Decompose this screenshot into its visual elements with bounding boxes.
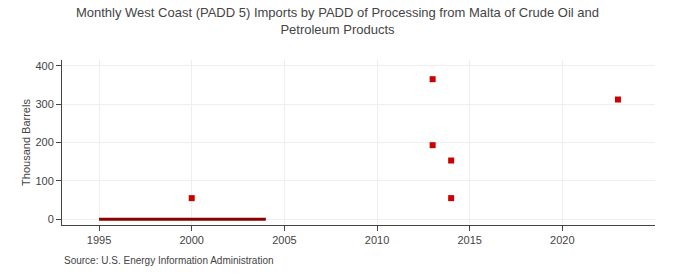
- svg-text:100: 100: [35, 175, 53, 187]
- svg-text:2005: 2005: [272, 234, 296, 246]
- svg-text:2000: 2000: [179, 234, 203, 246]
- svg-text:0: 0: [48, 213, 54, 225]
- svg-text:400: 400: [35, 60, 53, 72]
- svg-text:2020: 2020: [550, 234, 574, 246]
- svg-text:1995: 1995: [87, 234, 111, 246]
- svg-text:200: 200: [35, 136, 53, 148]
- svg-text:2010: 2010: [365, 234, 389, 246]
- svg-text:2015: 2015: [457, 234, 481, 246]
- svg-text:Monthly West Coast (PADD 5) Im: Monthly West Coast (PADD 5) Imports by P…: [76, 5, 599, 37]
- svg-text:Thousand Barrels: Thousand Barrels: [20, 99, 32, 186]
- svg-text:Source: U.S. Energy Informatio: Source: U.S. Energy Information Administ…: [64, 255, 274, 266]
- svg-text:300: 300: [35, 98, 53, 110]
